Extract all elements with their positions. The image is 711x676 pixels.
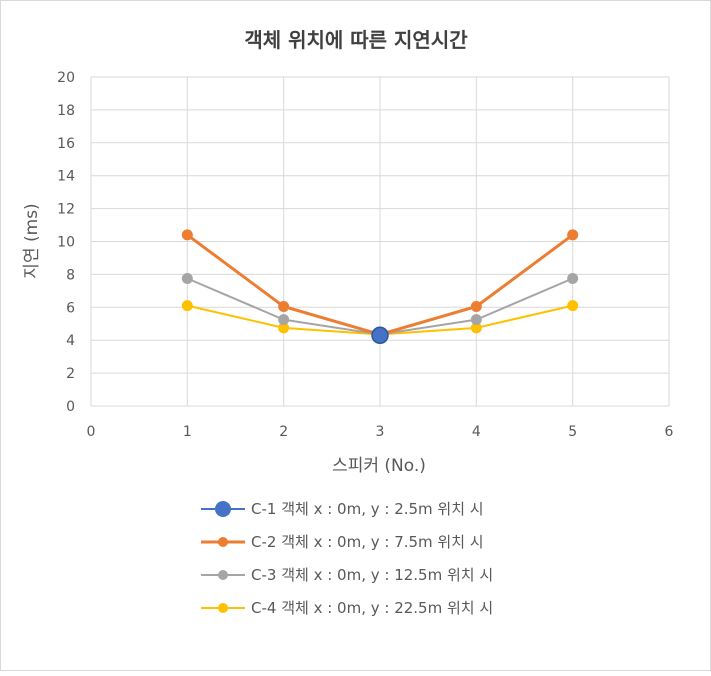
data-point	[567, 273, 579, 285]
gridlines	[90, 76, 670, 407]
legend-label: C-3 객체 x : 0m, y : 12.5m 위치 시	[251, 566, 493, 584]
y-tick-labels: 0 2 4 6 8 10 12 14 16 18 20	[57, 70, 75, 415]
y-tick-label: 18	[57, 103, 75, 119]
legend-item: C-3 객체 x : 0m, y : 12.5m 위치 시	[201, 566, 493, 584]
legend-label: C-4 객체 x : 0m, y : 22.5m 위치 시	[251, 599, 493, 617]
y-tick-label: 12	[57, 202, 75, 218]
x-tick-label: 3	[376, 424, 385, 440]
y-tick-label: 0	[66, 399, 75, 415]
data-point	[470, 314, 482, 326]
y-tick-label: 10	[57, 235, 75, 251]
x-tick-label: 0	[87, 424, 96, 440]
data-point	[278, 300, 290, 312]
series-c1	[371, 326, 389, 345]
x-tick-label: 4	[472, 424, 481, 440]
legend-swatch-marker	[218, 537, 228, 547]
legend-item: C-4 객체 x : 0m, y : 22.5m 위치 시	[201, 599, 493, 617]
data-point	[470, 300, 482, 312]
x-tick-labels: 0 1 2 3 4 5 6	[87, 424, 674, 440]
legend-label: C-1 객체 x : 0m, y : 2.5m 위치 시	[251, 500, 484, 518]
x-tick-label: 1	[183, 424, 192, 440]
legend-label: C-2 객체 x : 0m, y : 7.5m 위치 시	[251, 533, 484, 551]
legend-swatch-marker	[218, 570, 228, 580]
y-tick-label: 16	[57, 136, 75, 152]
legend-item: C-2 객체 x : 0m, y : 7.5m 위치 시	[201, 533, 484, 551]
y-tick-label: 14	[57, 169, 75, 185]
y-tick-label: 4	[66, 333, 75, 349]
data-point	[181, 273, 193, 285]
x-tick-label: 5	[568, 424, 577, 440]
data-point	[181, 300, 193, 312]
y-tick-label: 2	[66, 366, 75, 382]
legend: C-1 객체 x : 0m, y : 2.5m 위치 시 C-2 객체 x : 0…	[201, 500, 493, 617]
data-point	[278, 314, 290, 326]
y-tick-label: 6	[66, 300, 75, 316]
x-tick-label: 2	[279, 424, 288, 440]
data-point	[567, 300, 579, 312]
y-tick-label: 8	[66, 267, 75, 283]
x-axis-title: 스피커 (No.)	[332, 456, 426, 476]
plot-series	[181, 229, 579, 345]
y-axis-title: 지연 (ms)	[22, 203, 42, 278]
y-tick-label: 20	[57, 70, 75, 86]
legend-item: C-1 객체 x : 0m, y : 2.5m 위치 시	[201, 500, 484, 518]
legend-swatch-marker	[215, 501, 231, 517]
data-point	[371, 326, 389, 345]
data-point	[567, 229, 579, 241]
data-point	[181, 229, 193, 241]
chart-title: 객체 위치에 따른 지연시간	[244, 28, 468, 52]
x-tick-label: 6	[665, 424, 674, 440]
legend-swatch-marker	[218, 603, 228, 613]
